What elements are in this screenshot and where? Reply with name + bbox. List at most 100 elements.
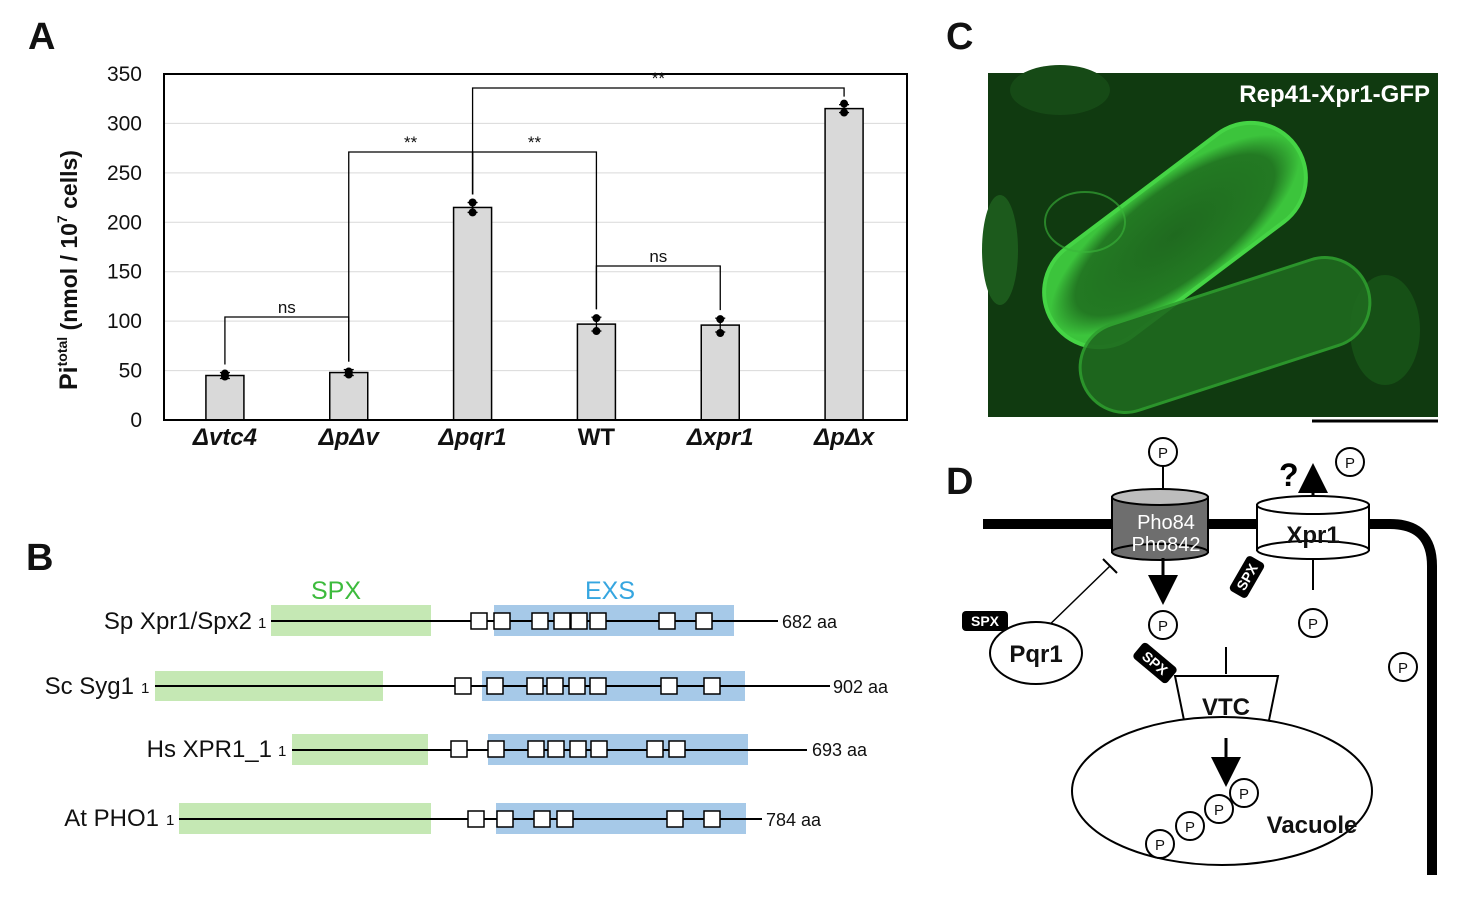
svg-text:P: P [1158,445,1168,462]
transmembrane-segments [470,612,713,630]
nuclear-envelope [1044,191,1126,253]
protein-length: 693 aa [812,740,868,760]
yeast-cell-upper [1042,120,1308,350]
partial-cell-left [982,195,1018,305]
x-category-label: Δxpr1 [686,424,754,451]
protein-name: Sp Xpr1/Spx2 [104,608,252,635]
y-tick-label: 250 [107,162,142,185]
yeast-cell-lower [1078,256,1372,414]
y-tick-label: 300 [107,112,142,135]
xpr1-transporter: Xpr1 [1256,495,1370,560]
spx-domain-title: SPX [311,577,361,605]
xpr1-spx-tag: SPX [1229,556,1265,598]
phosphate-icon: P [1175,811,1205,841]
y-tick-label: 150 [107,261,142,284]
bar-chart: ns ** ** ns ** 0 50 100 150 200 250 300 350 Δvtc4 Δp… [54,63,908,451]
panel-label-c: C [946,16,973,58]
vacuole [1071,716,1373,866]
svg-text:P: P [1185,819,1195,836]
svg-text:P: P [1158,618,1168,635]
protein-name: At PHO1 [64,805,159,832]
chart-gridlines [164,122,907,372]
significance-label: ns [278,298,296,317]
x-category-label: ΔpΔx [813,424,876,451]
transmembrane-segments [467,810,721,828]
x-category-label: WT [578,424,616,451]
bar [329,371,369,421]
transmembrane-segments [450,740,686,758]
partial-cell-top [1010,65,1110,115]
x-category-label: Δvtc4 [192,424,257,451]
pqr1-inhibition-bar [1102,558,1118,574]
y-tick-label: 0 [130,409,142,432]
phosphate-icon: P [1229,778,1259,808]
phosphate-icon: P [1335,447,1365,477]
y-tick-label: 50 [119,360,142,383]
unknown-export-question: ? [1279,457,1299,493]
phosphate-icon: P [1148,610,1178,640]
data-point [468,208,477,217]
transport-model-diagram: Pho84 Pho842 Xpr1 ? SPX Pqr1 SPX [962,437,1437,875]
significance-bracket [471,87,845,195]
protein-row-at-pho1: At PHO1 1 784 aa [64,803,822,834]
transmembrane-segments [454,677,721,695]
pho842-label: Pho842 [1132,534,1201,556]
pqr1-inhibition-line [1039,565,1111,635]
panel-label-b: B [26,537,53,579]
svg-text:P: P [1155,837,1165,854]
micrograph-label: Rep41-Xpr1-GFP [1239,81,1430,108]
y-tick-label: 200 [107,211,142,234]
significance-label: ** [404,133,418,152]
exs-domain-title: EXS [585,577,635,605]
significance-label: ** [652,69,666,88]
y-tick-labels: 0 50 100 150 200 250 300 350 [107,63,142,432]
protein-start: 1 [258,615,266,632]
phosphate-icon: P [1145,829,1175,859]
x-category-labels: Δvtc4 ΔpΔv Δpqr1 WT Δxpr1 ΔpΔx [192,424,876,451]
svg-text:P: P [1398,660,1408,677]
svg-text:P: P [1345,455,1355,472]
bar [824,107,864,421]
phosphate-icon: P [1204,794,1234,824]
pqr1-spx-tag: SPX [962,611,1008,631]
svg-text:P: P [1239,786,1249,803]
data-point [592,327,601,336]
protein-start: 1 [141,680,149,697]
data-point [716,329,725,338]
panel-label-a: A [28,16,55,58]
svg-text:SPX: SPX [971,613,1000,629]
y-axis-label: Pitotal (nmol / 107 cells) [54,150,83,390]
pqr1-label: Pqr1 [1009,641,1062,668]
protein-length: 784 aa [766,810,822,830]
protein-row-sp-xpr1: Sp Xpr1/Spx2 1 682 aa [104,605,838,636]
bar [700,324,740,421]
svg-text:P: P [1214,802,1224,819]
phosphate-icon: P [1148,437,1178,467]
data-point [468,198,477,207]
phosphate-icon: P [1388,652,1418,682]
x-category-label: ΔpΔv [318,424,381,451]
bar [576,323,617,421]
y-tick-label: 100 [107,310,142,333]
data-point [716,315,725,324]
protein-length: 902 aa [833,677,889,697]
protein-row-hs-xpr1: Hs XPR1_1 1 693 aa [147,734,868,765]
vtc-spx-tag: SPX [1133,642,1177,684]
protein-start: 1 [278,743,286,760]
significance-bracket [595,265,721,311]
panel-label-d: D [946,461,973,503]
gfp-micrograph: Rep41-Xpr1-GFP [982,65,1438,417]
data-point [840,99,849,108]
x-category-label: Δpqr1 [438,424,507,451]
pho84-label: Pho84 [1137,512,1195,534]
protein-length: 682 aa [782,612,838,632]
plasma-membrane [983,519,1437,875]
protein-row-sc-syg1: Sc Syg1 1 902 aa [45,671,889,701]
chart-frame [163,73,908,421]
significance-label: ** [528,133,542,152]
data-point [592,314,601,323]
chart-bars [205,99,864,421]
data-point [220,369,229,378]
